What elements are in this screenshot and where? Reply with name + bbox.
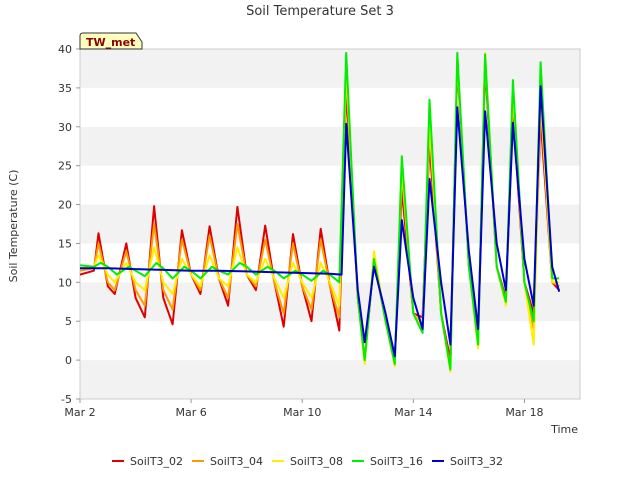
grid-band: [80, 87, 580, 127]
x-tick-label: Mar 10: [283, 406, 321, 419]
grid-band: [80, 126, 580, 166]
y-axis-ticks: -5 0 5 10 15 20 25 30 35 40: [58, 43, 80, 406]
series-lines: [79, 51, 561, 373]
legend-label: SoilT3_08: [290, 455, 343, 468]
y-tick-label: 40: [58, 43, 72, 56]
tw-met-badge: TW_met: [79, 32, 143, 50]
chart-title: Soil Temperature Set 3: [246, 4, 394, 19]
x-axis-ticks: Mar 2 Mar 6 Mar 10 Mar 14 Mar 18: [64, 399, 544, 419]
grid-band: [80, 165, 580, 205]
x-axis-label: Time: [550, 423, 578, 436]
legend-label: SoilT3_32: [450, 455, 503, 468]
grid-band: [80, 360, 580, 399]
x-tick-label: Mar 6: [175, 406, 206, 419]
legend: SoilT3_02 SoilT3_04 SoilT3_08 SoilT3_16 Soil…: [112, 455, 503, 468]
y-tick-label: 0: [65, 354, 72, 367]
y-tick-label: -5: [61, 393, 72, 406]
legend-label: SoilT3_02: [130, 455, 183, 468]
y-tick-label: 10: [58, 276, 72, 289]
legend-label: SoilT3_04: [210, 455, 263, 468]
series-line-soilt3-32: [80, 85, 561, 358]
plot-frame: [79, 48, 581, 400]
grid-band: [80, 321, 580, 361]
x-tick-label: Mar 18: [505, 406, 543, 419]
legend-label: SoilT3_16: [370, 455, 423, 468]
y-axis-label: Soil Temperature (C): [7, 170, 20, 283]
y-tick-label: 30: [58, 121, 72, 134]
x-tick-label: Mar 2: [64, 406, 95, 419]
badge-shape: [79, 32, 143, 50]
grid-band: [80, 49, 580, 88]
y-tick-label: 15: [58, 237, 72, 250]
y-tick-label: 20: [58, 199, 72, 212]
badge-label: TW_met: [86, 36, 135, 49]
y-tick-label: 35: [58, 82, 72, 95]
y-tick-label: 5: [65, 315, 72, 328]
y-tick-label: 25: [58, 160, 72, 173]
x-tick-label: Mar 14: [394, 406, 432, 419]
